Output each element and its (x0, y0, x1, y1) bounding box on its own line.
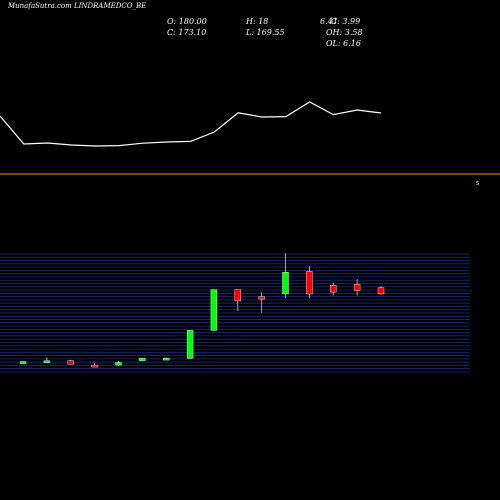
change-value: C: 3.99 (331, 17, 361, 26)
candle-up (162, 357, 170, 361)
separator-label: S (476, 181, 479, 187)
low-value: L: 169.55 (246, 28, 285, 37)
candle-down (67, 360, 74, 365)
candle-down (306, 271, 313, 295)
volume-value: 6.41 (320, 17, 338, 26)
candle-up (186, 330, 194, 359)
oh-value: OH: 3.58 (326, 28, 363, 37)
candle-down (377, 287, 385, 295)
candle-up (115, 362, 122, 366)
candle-up (43, 360, 51, 363)
candle-up (19, 361, 27, 364)
candle-down (258, 296, 265, 300)
chart-title: MunafaSutra.com LINDRAMEDCO_BE (8, 2, 147, 10)
candle-down (91, 364, 98, 368)
price-line-layer (0, 101, 382, 147)
candle-down (330, 285, 337, 293)
close-value: C: 173.10 (167, 28, 207, 37)
candle-up (139, 357, 146, 361)
candle-down (234, 289, 242, 302)
candle-up (282, 272, 289, 295)
candle-up (210, 289, 218, 331)
price-line (0, 101, 382, 147)
candle-down (353, 284, 361, 291)
ol-value: OL: 6.16 (326, 39, 361, 48)
high-value: H: 18 (246, 17, 269, 26)
candles-layer (19, 253, 385, 368)
grid-layer (0, 253, 470, 373)
open-value: O: 180.00 (167, 17, 207, 26)
